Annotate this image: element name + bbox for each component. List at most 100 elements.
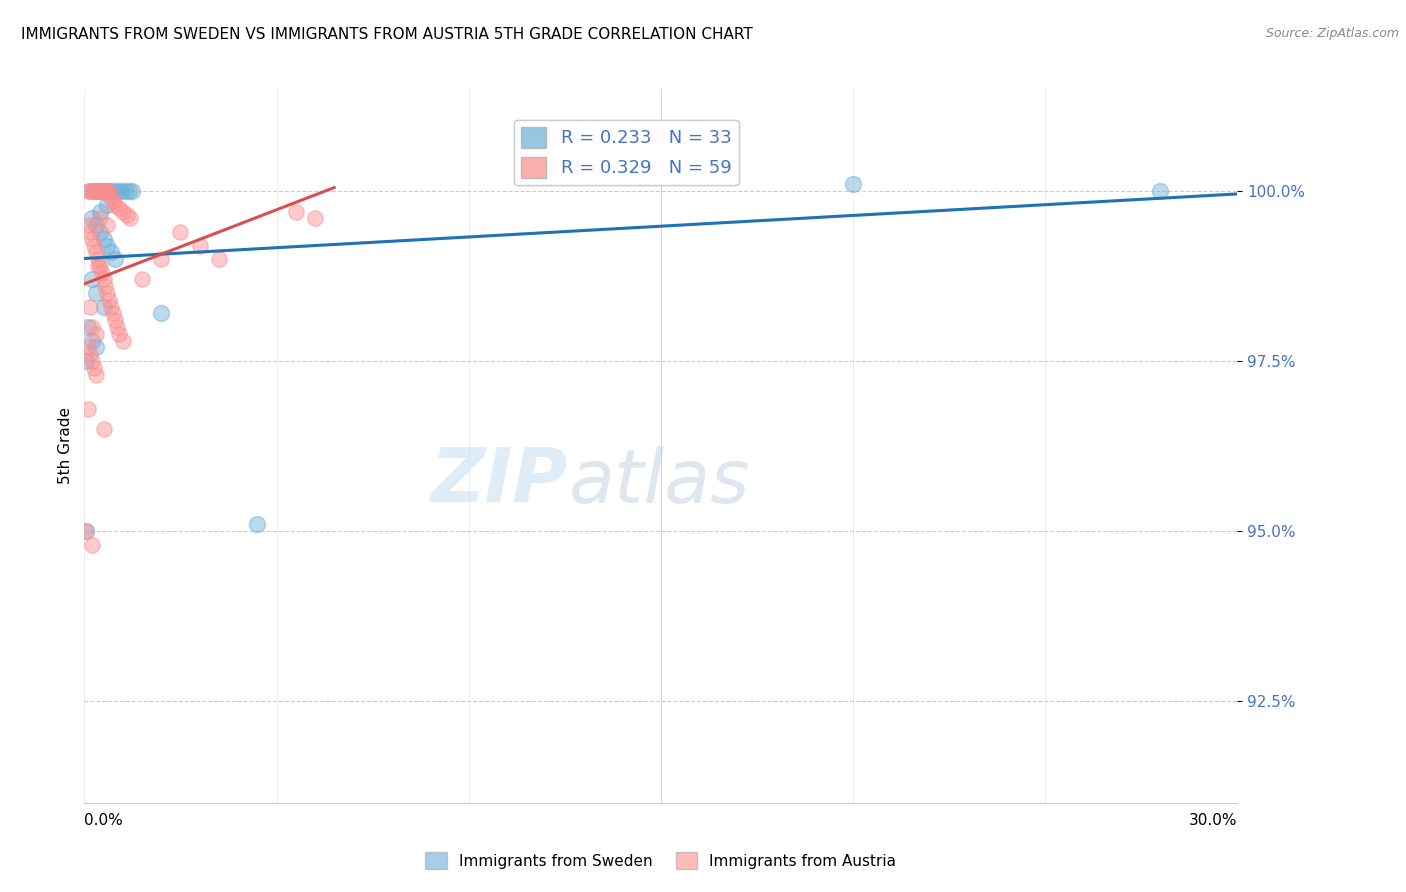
Point <box>75 524 97 538</box>
Point <box>94 279 117 293</box>
Point <box>100 300 122 314</box>
Point <box>89 184 111 198</box>
Y-axis label: 5th Grade: 5th Grade <box>58 408 73 484</box>
Point <box>304 211 326 226</box>
Point <box>89 211 111 226</box>
Point <box>84 326 107 341</box>
Point <box>79 300 101 314</box>
Point <box>105 320 128 334</box>
Point <box>115 208 138 222</box>
Point <box>80 211 103 226</box>
Point <box>89 259 111 273</box>
Point <box>96 198 118 212</box>
Point <box>87 184 110 198</box>
Text: 0.0%: 0.0% <box>84 813 124 828</box>
Point <box>104 313 127 327</box>
Point <box>100 245 122 260</box>
Point <box>93 300 115 314</box>
Point <box>83 360 105 375</box>
Point <box>94 184 117 198</box>
Point <box>246 517 269 532</box>
Text: IMMIGRANTS FROM SWEDEN VS IMMIGRANTS FROM AUSTRIA 5TH GRADE CORRELATION CHART: IMMIGRANTS FROM SWEDEN VS IMMIGRANTS FRO… <box>21 27 752 42</box>
Point <box>111 334 134 348</box>
Point <box>94 184 117 198</box>
Point <box>103 184 124 198</box>
Point <box>108 201 131 215</box>
Point <box>150 306 173 320</box>
Point <box>77 320 100 334</box>
Point <box>84 368 107 382</box>
Point <box>89 204 111 219</box>
Point <box>75 524 97 538</box>
Point <box>93 184 115 198</box>
Point <box>842 178 865 192</box>
Point <box>96 238 118 252</box>
Point <box>103 306 124 320</box>
Point <box>90 266 112 280</box>
Point <box>121 184 143 198</box>
Point <box>80 354 103 368</box>
Point <box>111 204 134 219</box>
Point <box>93 232 115 246</box>
Point <box>87 259 110 273</box>
Point <box>77 218 100 232</box>
Point <box>96 286 118 301</box>
Text: ZIP: ZIP <box>432 445 568 518</box>
Point <box>98 184 121 198</box>
Point <box>83 238 105 252</box>
Point <box>1149 184 1171 198</box>
Point <box>84 218 107 232</box>
Point <box>90 184 112 198</box>
Point <box>90 184 112 198</box>
Point <box>169 225 191 239</box>
Point <box>120 211 142 226</box>
Point <box>79 225 101 239</box>
Text: atlas: atlas <box>568 446 749 517</box>
Point <box>84 341 107 355</box>
Point <box>188 238 211 252</box>
Legend: Immigrants from Sweden, Immigrants from Austria: Immigrants from Sweden, Immigrants from … <box>419 846 903 875</box>
Point <box>80 272 103 286</box>
Point <box>89 225 111 239</box>
Point <box>93 422 115 436</box>
Point <box>150 252 173 266</box>
Point <box>79 347 101 361</box>
Point <box>105 184 128 198</box>
Point <box>117 184 139 198</box>
Point <box>98 293 121 307</box>
Point <box>131 272 153 286</box>
Point <box>84 286 107 301</box>
Point <box>80 320 103 334</box>
Point <box>284 204 307 219</box>
Point <box>84 245 107 260</box>
Point <box>80 232 103 246</box>
Legend: R = 0.233   N = 33, R = 0.329   N = 59: R = 0.233 N = 33, R = 0.329 N = 59 <box>513 120 738 185</box>
Point <box>75 354 97 368</box>
Point <box>77 341 100 355</box>
Point <box>77 401 100 416</box>
Point <box>98 184 121 198</box>
Point <box>80 184 103 198</box>
Point <box>96 184 118 198</box>
Point <box>77 184 100 198</box>
Point <box>208 252 231 266</box>
Text: 30.0%: 30.0% <box>1189 813 1237 828</box>
Point <box>84 184 107 198</box>
Point <box>104 198 127 212</box>
Point <box>80 334 103 348</box>
Point <box>83 184 105 198</box>
Point <box>110 184 132 198</box>
Point <box>104 252 127 266</box>
Point <box>108 326 131 341</box>
Point <box>100 191 122 205</box>
Point <box>114 184 136 198</box>
Point <box>96 218 118 232</box>
Point <box>80 537 103 551</box>
Text: Source: ZipAtlas.com: Source: ZipAtlas.com <box>1265 27 1399 40</box>
Point <box>103 194 124 209</box>
Point <box>93 272 115 286</box>
Point <box>79 184 101 198</box>
Point <box>87 184 110 198</box>
Point <box>83 184 105 198</box>
Point <box>87 252 110 266</box>
